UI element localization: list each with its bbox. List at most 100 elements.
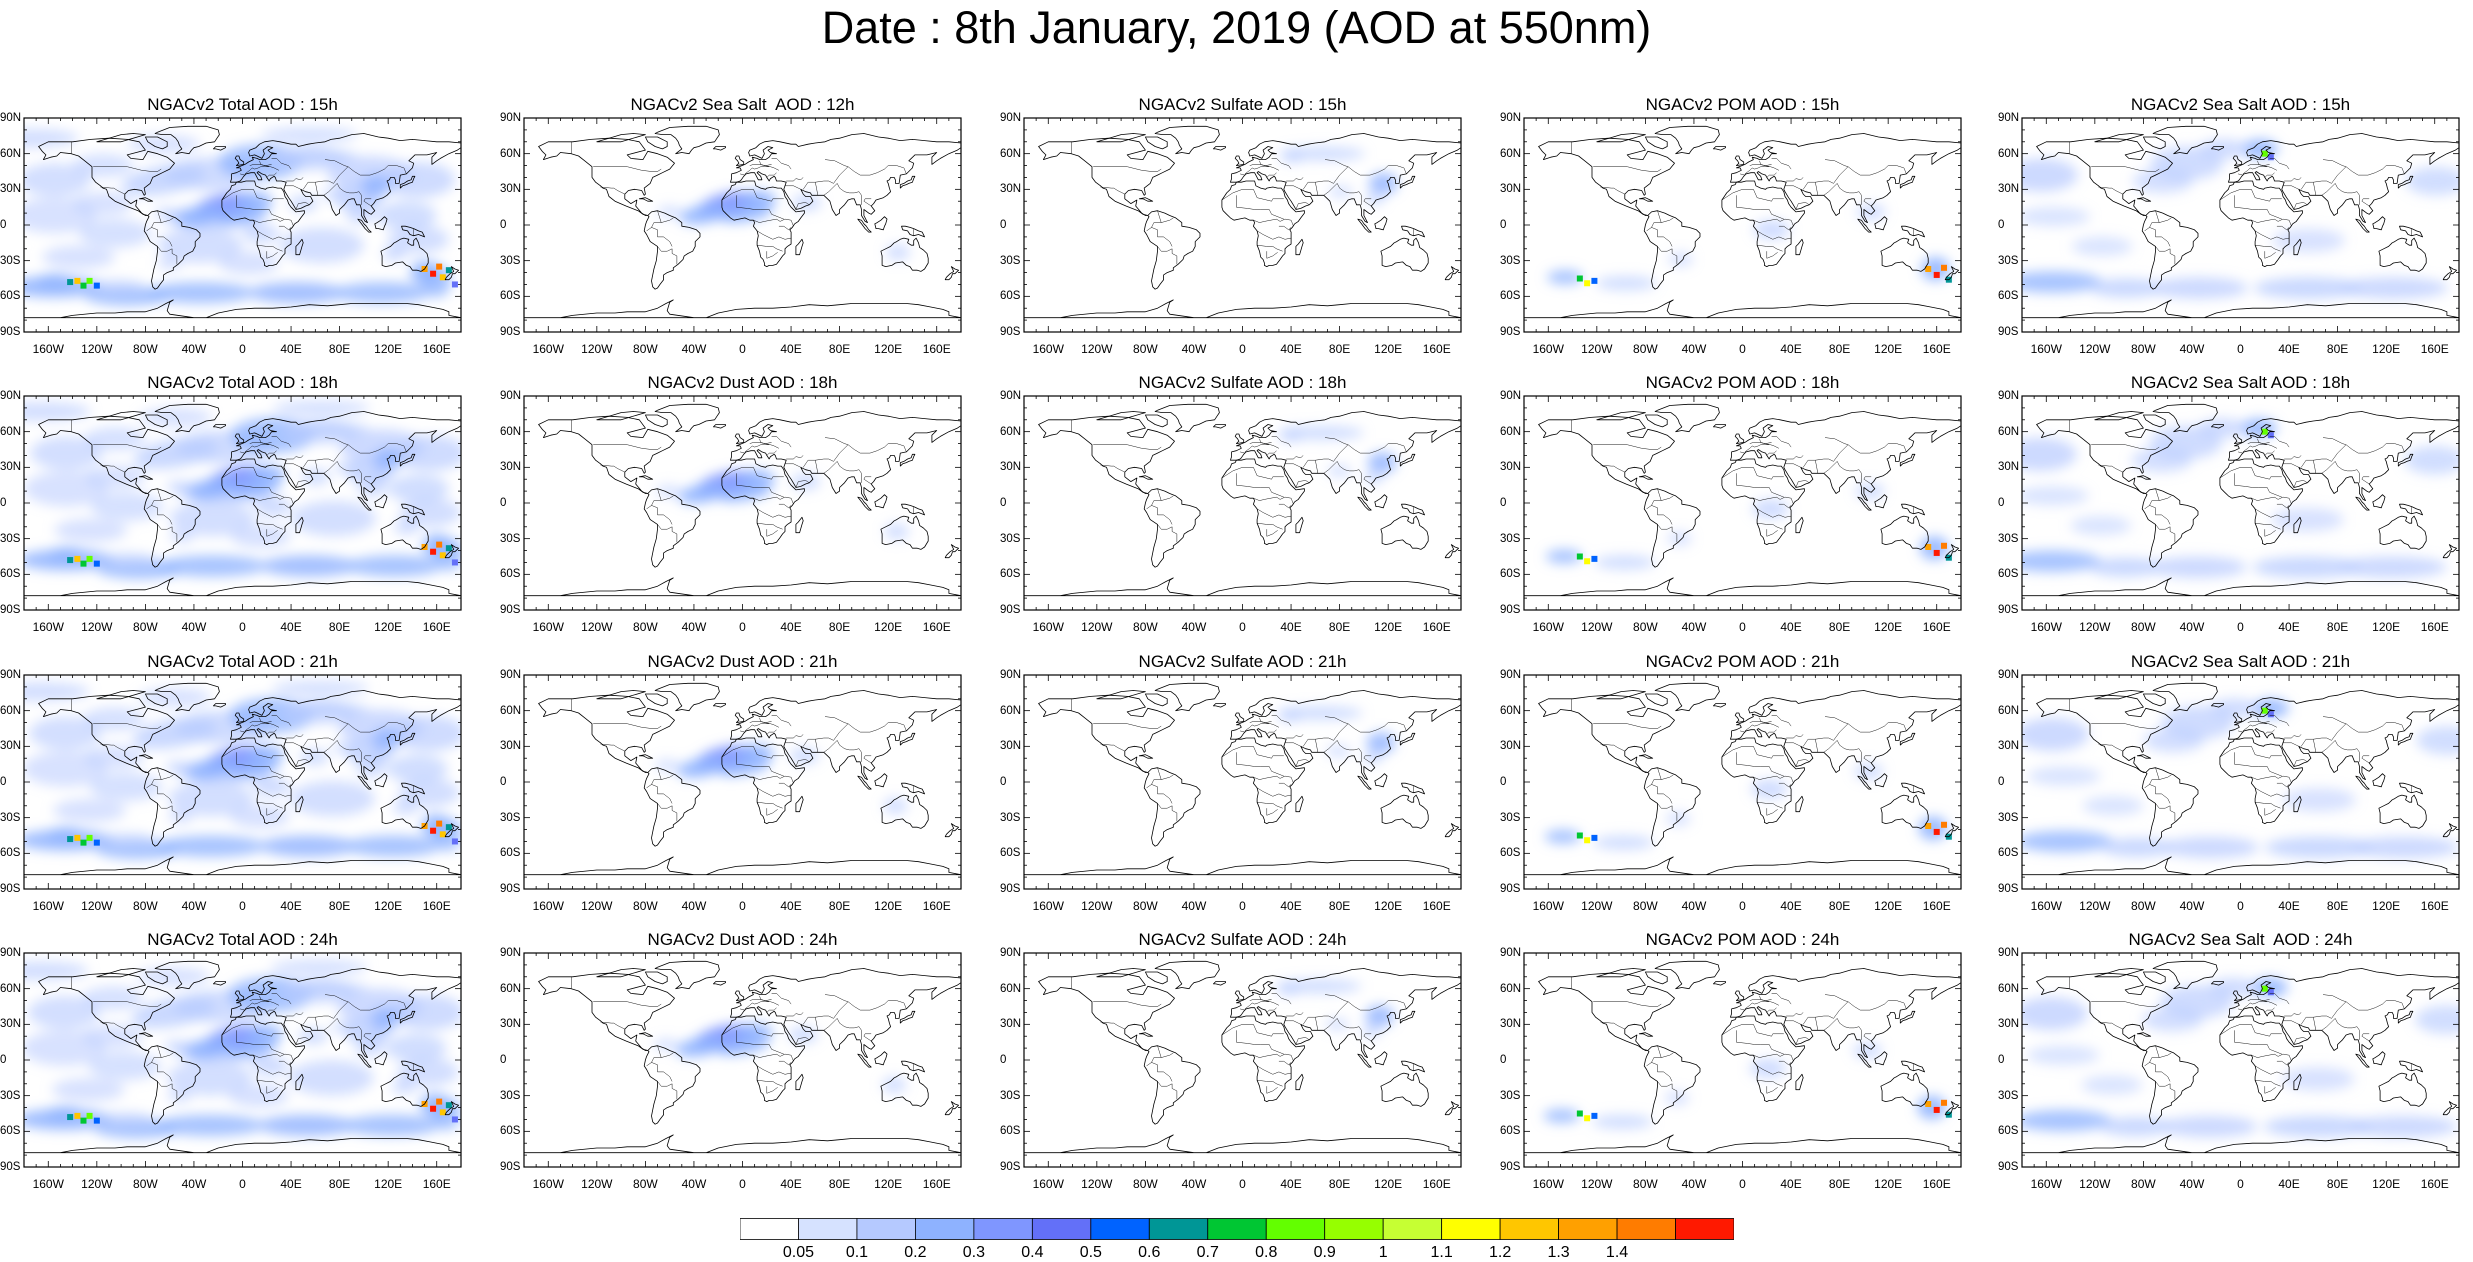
lon-tick-label: 120E bbox=[374, 620, 403, 634]
lat-tick-label: 30N bbox=[1000, 183, 1022, 196]
aerosol-plume bbox=[1328, 185, 1353, 198]
coastlines bbox=[2022, 125, 2459, 319]
lat-tick-label: 60S bbox=[1500, 568, 1521, 581]
aod-hotspot bbox=[93, 1117, 100, 1124]
map-frame bbox=[523, 952, 962, 1168]
aod-hotspot bbox=[439, 831, 446, 838]
lat-tick-label: 30S bbox=[0, 254, 21, 267]
aod-hotspot bbox=[86, 1112, 93, 1119]
colorbar-tick-label: 1.4 bbox=[1605, 1244, 1629, 1261]
lon-tick-label: 0 bbox=[1239, 899, 1246, 913]
lat-tick-label: 90N bbox=[0, 112, 22, 124]
map-panel: NGACv2 Dust AOD : 24h 90N 60N 30N 0 30S 60S 90S… bbox=[500, 930, 970, 1191]
lon-tick-label: 0 bbox=[2237, 899, 2244, 913]
aerosol-plume bbox=[270, 960, 368, 975]
lat-tick-label: 90S bbox=[1998, 326, 2019, 338]
aerosol-field bbox=[1545, 482, 1949, 570]
aod-hotspot bbox=[436, 820, 443, 827]
lat-tick-label: 0 bbox=[1500, 219, 1507, 231]
aerosol-plume bbox=[376, 201, 437, 230]
lat-tick-label: 0 bbox=[1998, 219, 2005, 231]
lat-tick-label: 30N bbox=[500, 183, 522, 196]
lon-tick-label: 160E bbox=[1422, 899, 1451, 913]
coastlines bbox=[524, 125, 961, 319]
lon-tick-label: 80E bbox=[1828, 899, 1851, 913]
lon-tick-label: 40E bbox=[2278, 1177, 2300, 1191]
aerosol-plume bbox=[1852, 1042, 1883, 1059]
lon-tick-label: 160W bbox=[1032, 620, 1064, 634]
coastlines bbox=[524, 682, 961, 876]
aerosol-plume bbox=[740, 190, 777, 210]
aerosol-plume bbox=[656, 485, 681, 498]
world-map bbox=[1523, 117, 1962, 333]
colorbar-swatch bbox=[1675, 1218, 1734, 1240]
map-panel: NGACv2 Sulfate AOD : 18h 90N 60N 30N 0 30S 60S… bbox=[1000, 373, 1470, 634]
aerosol-plume bbox=[2241, 139, 2279, 159]
panel-title: NGACv2 Sulfate AOD : 21h bbox=[1138, 652, 1347, 671]
aerosol-plume bbox=[2131, 448, 2192, 473]
coastlines bbox=[1024, 682, 1461, 876]
lat-tick-label: 90S bbox=[1998, 1161, 2019, 1173]
aerosol-plume bbox=[738, 469, 776, 489]
tick-marks bbox=[23, 117, 462, 333]
lon-tick-label: 120W bbox=[581, 1177, 613, 1191]
lon-tick-label: 120W bbox=[1081, 342, 1113, 356]
aod-hotspot bbox=[93, 282, 100, 289]
map-frame bbox=[1023, 117, 1462, 333]
aerosol-plume bbox=[2132, 169, 2194, 193]
aod-hotspot bbox=[67, 279, 74, 286]
aod-hotspot bbox=[1584, 558, 1591, 565]
lat-tick-label: 60N bbox=[500, 982, 522, 995]
lon-tick-label: 40E bbox=[780, 620, 802, 634]
lon-tick-label: 40E bbox=[1780, 620, 1802, 634]
lon-tick-label: 120E bbox=[1874, 342, 1903, 356]
aod-hotspot bbox=[74, 834, 81, 841]
lat-tick-label: 0 bbox=[0, 219, 7, 231]
lat-tick-label: 90S bbox=[1998, 883, 2019, 895]
colorbar-labels: 0.05 0.1 0.2 0.3 0.4 0.5 0.6 0.7 0.8 0.9 1 1.1 1.2 1.… bbox=[0, 1244, 2473, 1262]
lon-tick-label: 120E bbox=[1874, 1177, 1903, 1191]
aerosol-plume bbox=[679, 204, 728, 225]
lon-tick-label: 120W bbox=[2079, 1177, 2111, 1191]
aerosol-plume bbox=[882, 1076, 907, 1094]
lon-tick-label: 0 bbox=[739, 1177, 746, 1191]
lon-tick-label: 40E bbox=[280, 620, 302, 634]
aerosol-field bbox=[657, 190, 911, 261]
aod-hotspot bbox=[445, 1102, 452, 1109]
panel-title: NGACv2 Sea Salt AOD : 18h bbox=[2130, 373, 2351, 392]
aod-hotspot bbox=[1584, 1115, 1591, 1122]
colorbar-tick-label: 0.5 bbox=[1079, 1244, 1102, 1261]
aerosol-plume bbox=[2272, 228, 2345, 253]
aerosol-plume bbox=[127, 134, 201, 154]
lat-tick-label: 0 bbox=[1500, 776, 1507, 788]
aerosol-plume bbox=[1544, 829, 1582, 844]
aerosol-plume bbox=[24, 401, 91, 421]
lon-tick-label: 0 bbox=[739, 342, 746, 356]
aerosol-plume bbox=[332, 741, 357, 754]
lon-tick-label: 80W bbox=[1133, 1177, 1158, 1191]
lat-tick-label: 90N bbox=[0, 947, 22, 959]
aerosol-plume bbox=[2022, 717, 2089, 752]
lat-tick-label: 90N bbox=[1000, 390, 1022, 402]
aod-hotspot bbox=[436, 541, 443, 548]
lon-tick-label: 40W bbox=[681, 899, 707, 913]
aerosol-plume bbox=[344, 835, 442, 857]
aerosol-plume bbox=[653, 1038, 679, 1051]
lon-tick-label: 0 bbox=[1739, 1177, 1746, 1191]
aerosol-plume bbox=[2415, 1005, 2459, 1034]
aerosol-plume bbox=[885, 244, 911, 261]
aerosol-plume bbox=[1278, 428, 1304, 443]
world-map bbox=[2021, 674, 2460, 890]
lat-tick-label: 30N bbox=[1998, 1018, 2020, 1031]
lat-tick-label: 30S bbox=[500, 532, 521, 545]
lon-tick-label: 80W bbox=[133, 620, 158, 634]
lon-tick-label: 120E bbox=[2372, 620, 2401, 634]
lon-tick-label: 80W bbox=[133, 899, 158, 913]
lon-tick-label: 160E bbox=[2420, 1177, 2449, 1191]
lon-tick-label: 160W bbox=[32, 342, 64, 356]
aerosol-plume bbox=[2337, 556, 2447, 578]
world-map bbox=[2021, 395, 2460, 611]
aerosol-plume bbox=[95, 833, 157, 848]
lon-tick-label: 80W bbox=[633, 342, 658, 356]
lon-tick-label: 40E bbox=[1280, 620, 1302, 634]
